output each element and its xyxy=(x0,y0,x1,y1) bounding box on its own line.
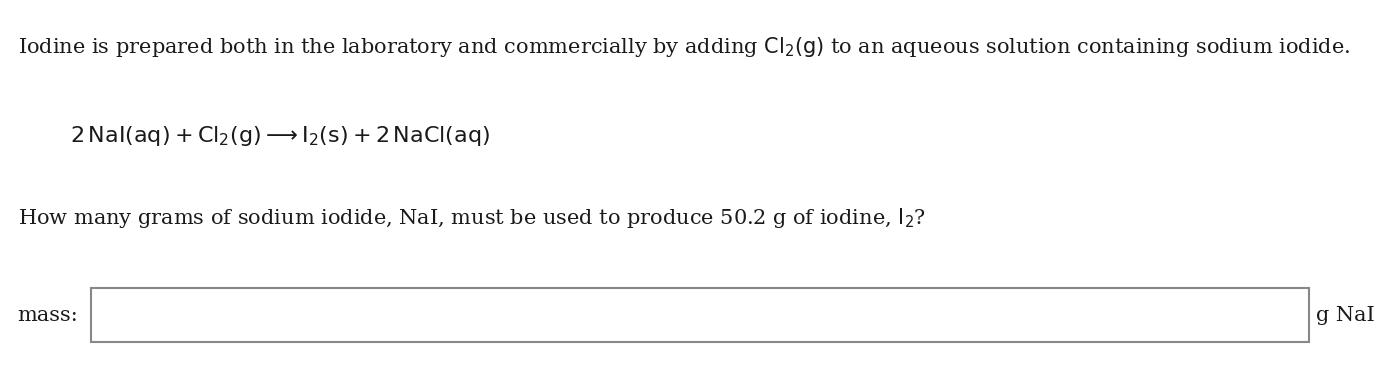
Text: Iodine is prepared both in the laboratory and commercially by adding $\mathrm{Cl: Iodine is prepared both in the laborator… xyxy=(18,35,1351,59)
FancyBboxPatch shape xyxy=(91,288,1309,342)
Text: g NaI: g NaI xyxy=(1316,306,1375,324)
Text: mass:: mass: xyxy=(17,306,77,324)
Text: How many grams of sodium iodide, NaI, must be used to produce 50.2 g of iodine, : How many grams of sodium iodide, NaI, mu… xyxy=(18,206,926,230)
Text: $2\,\mathrm{NaI(aq) + Cl_2(g) \longrightarrow I_2(s) + 2\,NaCl(aq)}$: $2\,\mathrm{NaI(aq) + Cl_2(g) \longright… xyxy=(70,124,490,148)
